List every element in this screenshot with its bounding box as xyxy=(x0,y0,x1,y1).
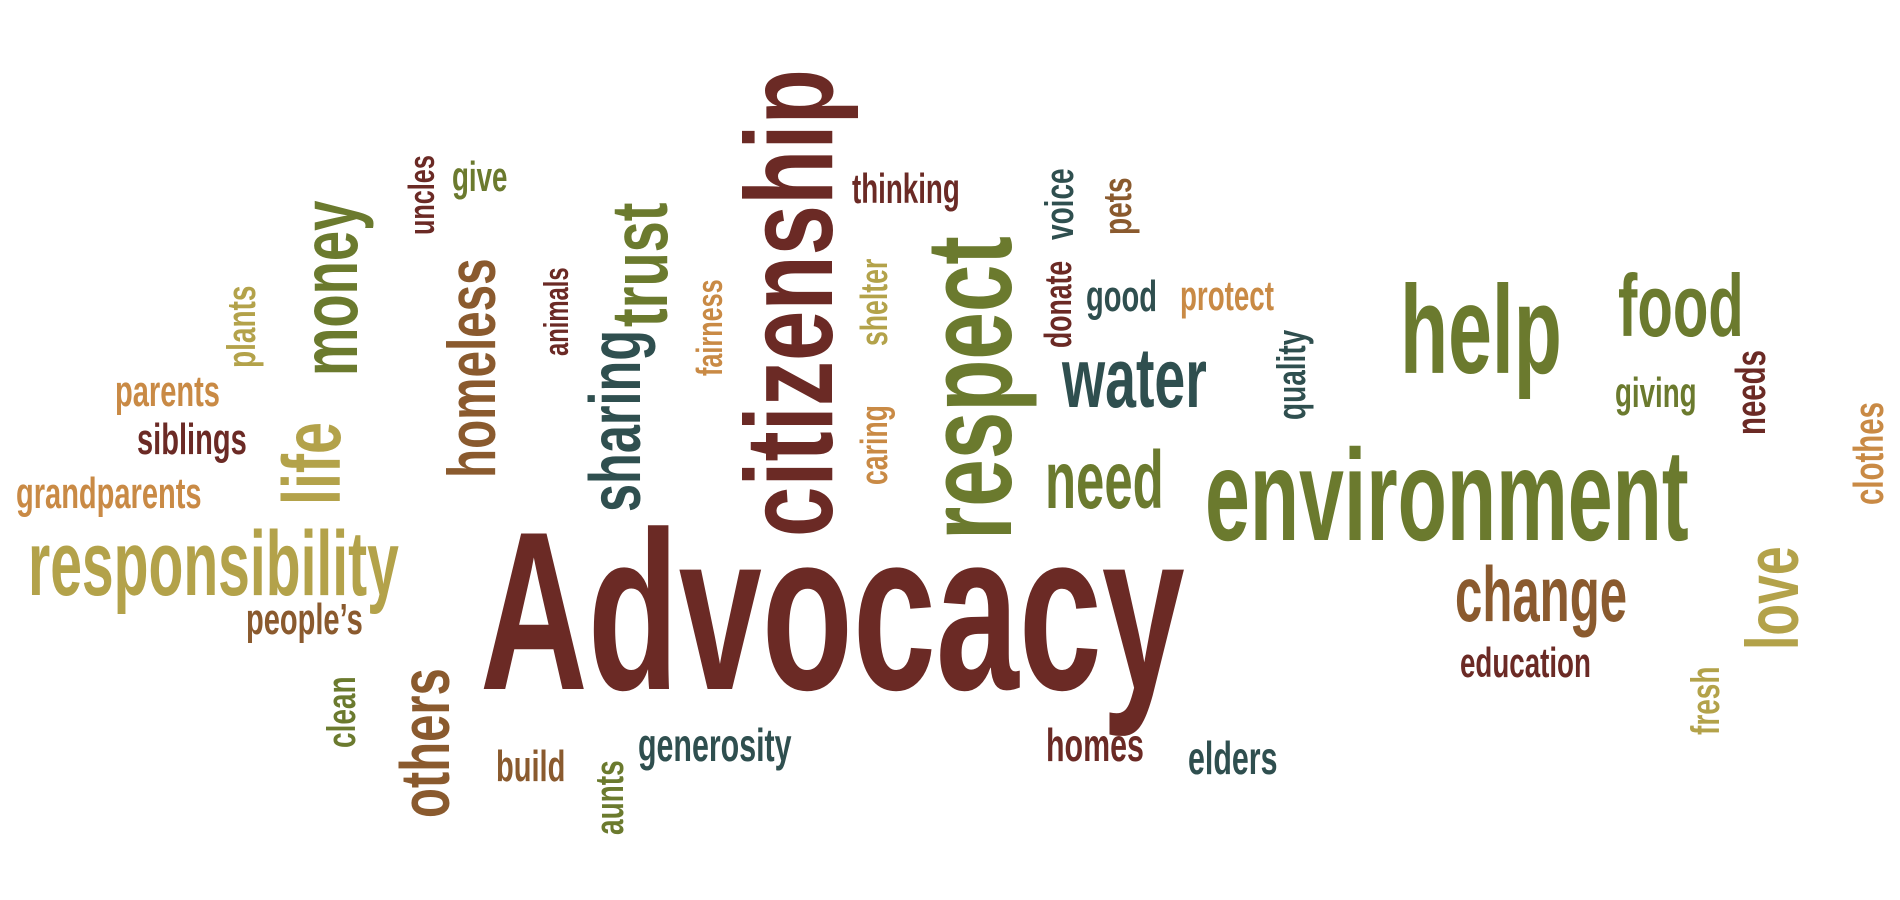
word-parents: parents xyxy=(115,367,220,416)
word-pets: pets xyxy=(1096,177,1140,235)
word-plants: plants xyxy=(220,285,264,368)
word-trust: trust xyxy=(595,202,684,327)
word-peoples: people’s xyxy=(246,595,363,644)
word-giving: giving xyxy=(1615,369,1697,416)
word-sharing: sharing xyxy=(576,329,656,512)
word-needs: needs xyxy=(1727,350,1774,435)
word-aunts: aunts xyxy=(588,760,632,835)
word-thinking: thinking xyxy=(852,165,960,212)
word-elders: elders xyxy=(1188,732,1278,784)
word-grandparents: grandparents xyxy=(16,469,202,518)
word-voice: voice xyxy=(1038,168,1082,240)
word-food: food xyxy=(1618,256,1744,355)
word-environment: environment xyxy=(1205,422,1689,568)
word-siblings: siblings xyxy=(137,415,247,464)
word-generosity: generosity xyxy=(638,719,792,771)
word-money: money xyxy=(285,200,374,376)
word-quality: quality xyxy=(1270,329,1314,420)
word-respect: respect xyxy=(901,236,1037,540)
word-others: others xyxy=(386,668,464,818)
word-shelter: shelter xyxy=(854,258,896,346)
word-education: education xyxy=(1460,639,1591,686)
word-uncles: uncles xyxy=(401,155,442,235)
word-caring: caring xyxy=(854,405,896,485)
word-fresh: fresh xyxy=(1684,666,1728,735)
word-need: need xyxy=(1045,435,1164,526)
word-fairness: fairness xyxy=(689,279,730,376)
word-donate: donate xyxy=(1038,260,1080,348)
word-water: water xyxy=(1062,331,1207,425)
word-help: help xyxy=(1400,261,1562,400)
word-life: life xyxy=(267,422,358,505)
word-clothes: clothes xyxy=(1845,402,1892,505)
word-homes: homes xyxy=(1046,719,1144,771)
word-good: good xyxy=(1086,272,1157,321)
word-give: give xyxy=(452,153,508,200)
word-change: change xyxy=(1455,550,1628,638)
word-homeless: homeless xyxy=(434,258,510,478)
word-responsibility: responsibility xyxy=(28,513,399,615)
word-advocacy: Advocacy xyxy=(480,484,1185,737)
word-clean: clean xyxy=(320,676,364,748)
word-animals: animals xyxy=(538,267,576,356)
word-protect: protect xyxy=(1180,272,1274,319)
word-citizenship: citizenship xyxy=(721,69,859,537)
word-love: love xyxy=(1731,546,1814,650)
word-build: build xyxy=(496,742,566,791)
